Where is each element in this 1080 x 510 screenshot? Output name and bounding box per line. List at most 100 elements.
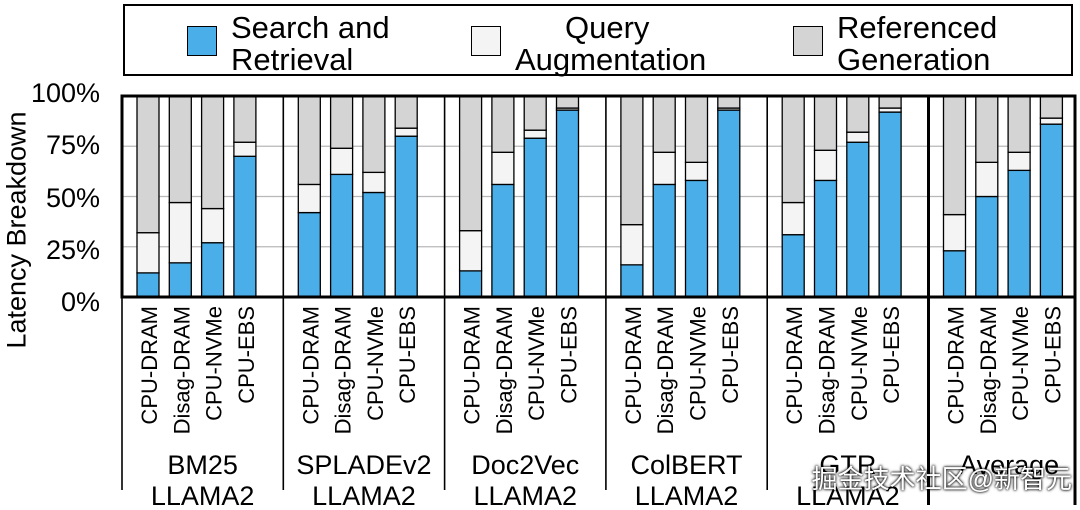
bar-segment-5-1-0 xyxy=(975,195,999,298)
legend-swatch-referenced-generation xyxy=(793,26,823,56)
bar-segment-3-2-0 xyxy=(684,179,709,298)
bar-segment-2-2-0 xyxy=(523,137,547,298)
bar-segment-1-2-2 xyxy=(362,95,386,174)
bar-segment-4-1-1 xyxy=(813,149,838,182)
y-tick-100: 100% xyxy=(30,78,100,108)
bar-segment-0-1-1 xyxy=(168,201,192,264)
x-tick-label-1-2: CPU-NVMe xyxy=(363,306,388,421)
y-tick-0: 0% xyxy=(60,287,100,317)
x-tick-label-4-2: CPU-NVMe xyxy=(847,306,872,421)
bar-segment-4-2-0 xyxy=(846,141,870,298)
group-label-1-line1: SPLADEv2 xyxy=(296,450,431,480)
x-tick-label-0-0: CPU-DRAM xyxy=(137,306,162,425)
bar-segment-2-0-2 xyxy=(458,95,483,232)
bar-segment-0-2-1 xyxy=(200,207,225,244)
x-tick-label-5-3: CPU-EBS xyxy=(1040,306,1065,404)
bar-segment-4-0-0 xyxy=(781,234,805,298)
bar-segment-1-2-0 xyxy=(362,191,386,298)
bar-segment-5-2-1 xyxy=(1007,151,1031,172)
bar-segment-0-0-1 xyxy=(136,232,160,274)
bar-segment-4-2-1 xyxy=(846,131,870,143)
bar-segment-2-1-1 xyxy=(491,151,515,186)
bar-segment-4-0-1 xyxy=(781,201,805,236)
bar-segment-0-3-2 xyxy=(233,95,257,143)
x-tick-label-2-3: CPU-EBS xyxy=(557,306,582,404)
bar-segment-0-3-1 xyxy=(233,141,257,157)
bar-segment-3-2-1 xyxy=(684,161,709,182)
bar-segment-2-1-0 xyxy=(491,183,515,298)
bar-segment-5-0-0 xyxy=(942,250,967,298)
x-tick-label-1-0: CPU-DRAM xyxy=(298,306,323,425)
bar-segment-4-1-0 xyxy=(813,179,838,298)
bar-segment-5-1-1 xyxy=(975,161,999,198)
legend-item-referenced-generation: Referenced Generation xyxy=(793,12,997,76)
bar-segment-1-0-1 xyxy=(297,183,321,214)
group-label-3-line2: LLAMA2 xyxy=(635,481,739,510)
bar-segment-3-3-0 xyxy=(717,109,741,298)
bar-segment-5-0-2 xyxy=(942,95,967,216)
bar-segment-4-2-2 xyxy=(846,95,870,133)
legend-label-referenced-generation-line2: Generation xyxy=(837,42,991,77)
x-tick-label-1-1: Disag-DRAM xyxy=(331,306,356,434)
bar-segment-3-1-1 xyxy=(652,151,676,186)
x-tick-label-5-0: CPU-DRAM xyxy=(944,306,969,425)
bar-segment-3-1-2 xyxy=(652,95,676,153)
bar-segment-0-0-2 xyxy=(136,95,160,234)
bar-segment-1-1-2 xyxy=(329,95,354,149)
bar-segment-0-1-0 xyxy=(168,262,192,298)
x-tick-label-4-1: Disag-DRAM xyxy=(815,306,840,434)
bar-segment-1-0-0 xyxy=(297,211,321,298)
bar-segment-0-3-0 xyxy=(233,155,257,298)
legend-label-search-retrieval-line1: Search and xyxy=(231,10,390,45)
legend-item-search-retrieval: Search and Retrieval xyxy=(187,12,390,76)
x-tick-label-2-0: CPU-DRAM xyxy=(460,306,485,425)
watermark-text: 掘金技术社区@新智元 xyxy=(811,464,1072,494)
bar-segment-5-1-2 xyxy=(975,95,999,163)
x-tick-label-0-1: Disag-DRAM xyxy=(169,306,194,434)
x-tick-label-4-3: CPU-EBS xyxy=(879,306,904,404)
bar-segment-4-3-2 xyxy=(878,95,902,109)
bar-segment-1-0-2 xyxy=(297,95,321,186)
bar-segment-1-3-1 xyxy=(394,127,418,137)
bar-segment-3-0-0 xyxy=(620,264,644,298)
group-label-0-line2: LLAMA2 xyxy=(151,481,255,510)
legend-label-query-augmentation-line1: Query xyxy=(565,10,650,45)
bar-segment-5-3-2 xyxy=(1039,95,1064,119)
group-label-5-line1: Average xyxy=(959,450,1059,480)
bar-segment-3-0-2 xyxy=(620,95,644,226)
x-tick-label-3-3: CPU-EBS xyxy=(718,306,743,404)
x-tick-label-1-3: CPU-EBS xyxy=(395,306,420,404)
bar-segment-3-1-0 xyxy=(652,183,676,298)
chart-legend: Search and Retrieval Query Augmentation … xyxy=(123,4,1073,76)
bar-segment-4-0-2 xyxy=(781,95,805,204)
bar-segment-5-3-0 xyxy=(1039,123,1064,298)
x-tick-label-5-1: Disag-DRAM xyxy=(976,306,1001,434)
x-tick-label-0-3: CPU-EBS xyxy=(234,306,259,404)
x-tick-label-0-2: CPU-NVMe xyxy=(202,306,227,421)
bar-segment-5-0-1 xyxy=(942,213,967,252)
legend-swatch-query-augmentation xyxy=(471,26,501,56)
bar-segment-2-0-1 xyxy=(458,230,483,272)
x-tick-label-3-1: Disag-DRAM xyxy=(653,306,678,434)
y-tick-25: 25% xyxy=(45,235,100,265)
legend-label-query-augmentation-line2: Augmentation xyxy=(515,42,707,77)
group-label-2-line1: Doc2Vec xyxy=(471,450,579,480)
bar-segment-0-2-0 xyxy=(200,242,225,298)
bar-segment-0-2-2 xyxy=(200,95,225,210)
bar-segment-2-1-2 xyxy=(491,95,515,153)
legend-swatch-search-retrieval xyxy=(187,26,217,56)
bar-segment-2-2-2 xyxy=(523,95,547,131)
x-tick-label-3-2: CPU-NVMe xyxy=(686,306,711,421)
bar-segment-5-3-1 xyxy=(1039,117,1064,125)
x-tick-label-3-0: CPU-DRAM xyxy=(621,306,646,425)
bar-segment-1-1-1 xyxy=(329,147,354,176)
bar-segment-2-3-2 xyxy=(555,95,580,109)
bar-segment-0-0-0 xyxy=(136,272,160,298)
bar-segment-0-1-2 xyxy=(168,95,192,204)
bar-segment-5-2-2 xyxy=(1007,95,1031,153)
y-tick-50: 50% xyxy=(45,183,100,213)
bar-segment-1-2-1 xyxy=(362,171,386,194)
x-tick-label-5-2: CPU-NVMe xyxy=(1008,306,1033,421)
bar-segment-4-3-0 xyxy=(878,111,902,298)
legend-label-referenced-generation: Referenced Generation xyxy=(837,12,997,76)
